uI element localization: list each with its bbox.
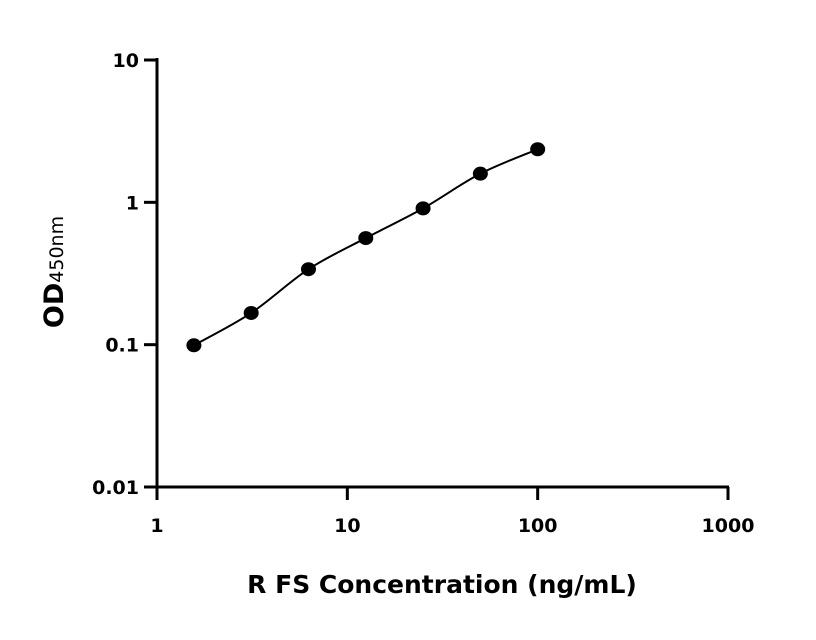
y-ticks: 0.01 0.1 1 10 xyxy=(92,50,157,499)
y-axis-title-subscript: 450nm xyxy=(46,216,68,283)
x-tick-label: 1000 xyxy=(702,515,755,537)
x-tick-label: 10 xyxy=(334,515,360,537)
data-point xyxy=(530,142,546,157)
data-point xyxy=(243,305,259,320)
y-tick-label: 0.01 xyxy=(92,477,139,499)
data-point xyxy=(300,262,316,277)
data-points-layer xyxy=(186,142,546,353)
x-ticks: 1 10 100 1000 xyxy=(150,487,754,537)
y-tick-label: 10 xyxy=(113,50,139,72)
x-axis-title: R FS Concentration (ng/mL) xyxy=(247,570,637,599)
x-tick-label: 100 xyxy=(518,515,558,537)
data-point xyxy=(358,231,374,246)
y-tick-label: 0.1 xyxy=(105,335,139,357)
y-tick-label: 1 xyxy=(126,192,139,214)
data-point xyxy=(415,201,431,216)
y-axis-title-main: OD xyxy=(39,283,70,328)
x-tick-label: 1 xyxy=(150,515,163,537)
data-point xyxy=(472,166,488,181)
y-axis-title: OD450nm xyxy=(39,216,70,328)
data-point xyxy=(186,338,202,353)
